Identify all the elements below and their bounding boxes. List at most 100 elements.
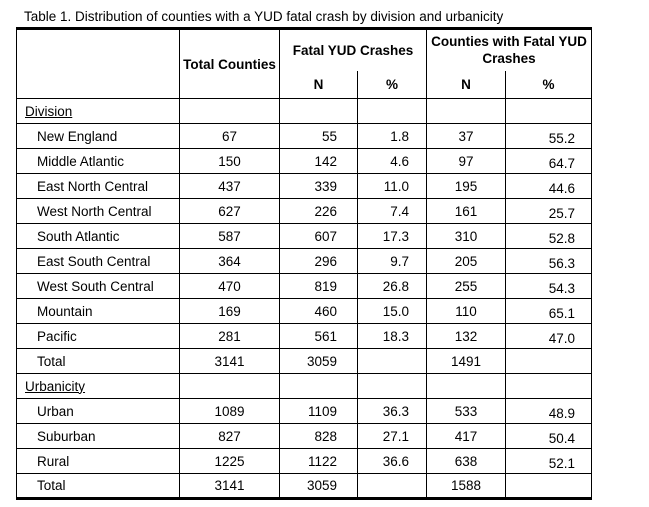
total-counties-cell: 281 <box>179 323 280 349</box>
section-header-row: Division <box>16 98 593 124</box>
total-counties-cell: 587 <box>179 223 280 249</box>
table-row: Total 3141 3059 1491 <box>16 348 593 374</box>
county-n-cell: 110 <box>426 298 506 324</box>
county-pct-cell: 54.3 <box>504 273 593 299</box>
county-n-header: N <box>426 70 506 99</box>
counties-fatal-header: Counties with Fatal YUD Crashes <box>425 28 593 71</box>
crash-n-cell: 3059 <box>279 473 358 499</box>
empty-cell <box>357 98 427 124</box>
total-counties-cell: 364 <box>179 248 280 274</box>
table-row: Mountain 169 460 15.0 110 65.1 <box>16 298 593 324</box>
total-counties-cell: 627 <box>179 198 280 224</box>
crash-pct-cell: 27.1 <box>357 423 427 449</box>
county-pct-cell: 52.1 <box>504 448 593 474</box>
table-row: Urban 1089 1109 36.3 533 48.9 <box>16 398 593 424</box>
county-n-cell: 255 <box>426 273 506 299</box>
crash-n-cell: 1109 <box>279 398 358 424</box>
table-row: East North Central 437 339 11.0 195 44.6 <box>16 173 593 199</box>
data-table-container: Total Counties Fatal YUD Crashes Countie… <box>16 27 593 500</box>
section-title: Urbanicity <box>16 373 180 399</box>
fatal-crashes-header: Fatal YUD Crashes <box>279 28 427 71</box>
table-row: Pacific 281 561 18.3 132 47.0 <box>16 323 593 349</box>
crash-pct-cell <box>357 348 427 374</box>
total-counties-cell: 827 <box>179 423 280 449</box>
row-label: East South Central <box>16 248 180 274</box>
total-counties-cell: 470 <box>179 273 280 299</box>
row-label: New England <box>16 123 180 149</box>
row-label-header <box>16 28 180 99</box>
table-row: West North Central 627 226 7.4 161 25.7 <box>16 198 593 224</box>
table-row: Suburban 827 828 27.1 417 50.4 <box>16 423 593 449</box>
table-row: Rural 1225 1122 36.6 638 52.1 <box>16 448 593 474</box>
total-counties-cell: 67 <box>179 123 280 149</box>
crash-pct-cell: 36.3 <box>357 398 427 424</box>
crash-pct-cell: 1.8 <box>357 123 427 149</box>
county-pct-cell: 50.4 <box>504 423 593 449</box>
table-row: Middle Atlantic 150 142 4.6 97 64.7 <box>16 148 593 174</box>
row-label: Total <box>16 348 180 374</box>
empty-cell <box>504 98 593 124</box>
crash-pct-cell: 7.4 <box>357 198 427 224</box>
table-header: Total Counties Fatal YUD Crashes Countie… <box>16 28 593 99</box>
crash-n-header: N <box>279 70 358 99</box>
total-counties-cell: 1089 <box>179 398 280 424</box>
crash-n-cell: 55 <box>279 123 358 149</box>
row-label: Total <box>16 473 180 499</box>
county-pct-header: % <box>504 70 593 99</box>
total-counties-cell: 150 <box>179 148 280 174</box>
county-n-cell: 37 <box>426 123 506 149</box>
county-n-cell: 161 <box>426 198 506 224</box>
table-row: New England 67 55 1.8 37 55.2 <box>16 123 593 149</box>
county-pct-cell: 44.6 <box>504 173 593 199</box>
total-counties-header: Total Counties <box>179 28 280 99</box>
crash-n-cell: 1122 <box>279 448 358 474</box>
row-label: West North Central <box>16 198 180 224</box>
empty-cell <box>179 373 280 399</box>
crash-n-cell: 142 <box>279 148 358 174</box>
distribution-table: Total Counties Fatal YUD Crashes Countie… <box>16 27 593 500</box>
crash-n-cell: 607 <box>279 223 358 249</box>
crash-pct-cell: 9.7 <box>357 248 427 274</box>
table-row: East South Central 364 296 9.7 205 56.3 <box>16 248 593 274</box>
row-label: Mountain <box>16 298 180 324</box>
county-pct-cell: 64.7 <box>504 148 593 174</box>
county-n-cell: 417 <box>426 423 506 449</box>
county-pct-cell <box>504 473 593 499</box>
county-n-cell: 310 <box>426 223 506 249</box>
crash-pct-cell: 15.0 <box>357 298 427 324</box>
empty-cell <box>426 98 506 124</box>
county-pct-cell <box>504 348 593 374</box>
total-counties-cell: 3141 <box>179 473 280 499</box>
county-pct-cell: 48.9 <box>504 398 593 424</box>
table-caption: Table 1. Distribution of counties with a… <box>24 9 504 24</box>
crash-n-cell: 226 <box>279 198 358 224</box>
crash-n-cell: 3059 <box>279 348 358 374</box>
crash-pct-cell: 4.6 <box>357 148 427 174</box>
county-n-cell: 1588 <box>426 473 506 499</box>
county-pct-cell: 52.8 <box>504 223 593 249</box>
table-row: South Atlantic 587 607 17.3 310 52.8 <box>16 223 593 249</box>
county-pct-cell: 56.3 <box>504 248 593 274</box>
crash-n-cell: 819 <box>279 273 358 299</box>
county-n-cell: 132 <box>426 323 506 349</box>
county-pct-cell: 47.0 <box>504 323 593 349</box>
row-label: Urban <box>16 398 180 424</box>
county-pct-cell: 65.1 <box>504 298 593 324</box>
row-label: Middle Atlantic <box>16 148 180 174</box>
crash-n-cell: 828 <box>279 423 358 449</box>
row-label: West South Central <box>16 273 180 299</box>
row-label: Rural <box>16 448 180 474</box>
crash-pct-cell: 36.6 <box>357 448 427 474</box>
urbanicity-section: Urbanicity Urban 1089 1109 36.3 533 48.9 Suburb… <box>16 373 593 499</box>
crash-n-cell: 460 <box>279 298 358 324</box>
crash-pct-cell: 26.8 <box>357 273 427 299</box>
row-label: Suburban <box>16 423 180 449</box>
row-label: Pacific <box>16 323 180 349</box>
county-n-cell: 1491 <box>426 348 506 374</box>
county-n-cell: 533 <box>426 398 506 424</box>
total-counties-cell: 169 <box>179 298 280 324</box>
total-counties-cell: 437 <box>179 173 280 199</box>
empty-cell <box>179 98 280 124</box>
county-pct-cell: 55.2 <box>504 123 593 149</box>
empty-cell <box>426 373 506 399</box>
